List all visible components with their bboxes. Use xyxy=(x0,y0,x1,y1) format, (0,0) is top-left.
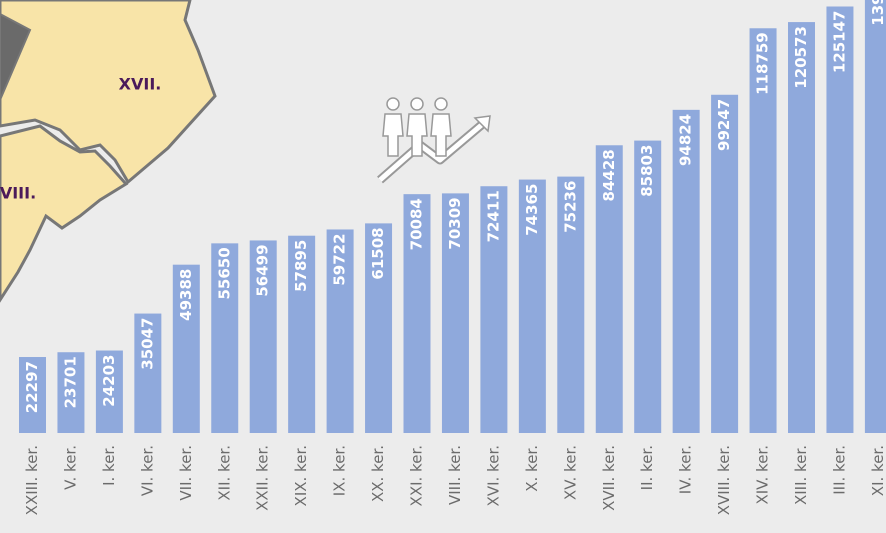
x-tick-label: VI. ker. xyxy=(138,445,156,496)
x-tick-label: I. ker. xyxy=(100,445,118,486)
x-tick-label: XIII. ker. xyxy=(792,445,810,505)
bar xyxy=(749,28,777,434)
bar xyxy=(672,109,700,433)
value-label: 72411 xyxy=(484,190,502,242)
value-label: 35047 xyxy=(138,318,156,370)
bar xyxy=(19,357,46,433)
bar xyxy=(788,22,815,433)
bar xyxy=(826,6,854,434)
bar xyxy=(365,223,393,433)
x-tick-label: V. ker. xyxy=(61,445,79,490)
x-tick-label: XVIII. ker. xyxy=(715,445,733,515)
bar xyxy=(518,179,546,433)
map: XVII. VIII. xyxy=(0,0,217,303)
value-label: 74365 xyxy=(523,184,541,236)
x-tick-label: XIX. ker. xyxy=(292,445,310,506)
x-tick-label: XIV. ker. xyxy=(754,445,772,505)
bar xyxy=(557,176,585,434)
map-label: XVII. xyxy=(119,75,162,94)
bar xyxy=(441,193,469,433)
map-region-dark xyxy=(0,12,32,101)
value-label: 139049 xyxy=(869,0,886,26)
x-tick-label: X. ker. xyxy=(523,445,541,492)
bar xyxy=(57,352,85,433)
x-tick-label: IV. ker. xyxy=(677,445,695,494)
bar xyxy=(403,194,431,433)
value-label: 118759 xyxy=(754,32,772,95)
x-tick-label: XII. ker. xyxy=(215,445,233,501)
value-label: 94824 xyxy=(677,114,695,166)
value-label: 24203 xyxy=(100,355,118,407)
value-label: 125147 xyxy=(830,10,848,73)
map-region xyxy=(0,0,217,185)
value-label: 55650 xyxy=(215,247,233,299)
value-label: 85803 xyxy=(638,145,656,197)
bar xyxy=(480,186,508,433)
value-label: 70309 xyxy=(446,197,464,249)
x-tick-label: XXIII. ker. xyxy=(23,445,41,515)
bar xyxy=(288,235,316,433)
value-label: 120573 xyxy=(792,26,810,89)
x-tick-label: II. ker. xyxy=(638,445,656,490)
x-tick-label: III. ker. xyxy=(830,445,848,495)
x-tick-label: XXII. ker. xyxy=(254,445,272,511)
x-tick-label: IX. ker. xyxy=(331,445,349,496)
value-label: 56499 xyxy=(254,244,272,296)
x-tick-label: XI. ker. xyxy=(869,445,886,496)
bar xyxy=(172,264,200,433)
x-tick-label: VIII. ker. xyxy=(446,445,464,505)
value-label: 70084 xyxy=(408,198,426,250)
bar xyxy=(95,350,123,433)
value-label: 22297 xyxy=(23,361,41,413)
bar xyxy=(634,140,662,433)
map-region xyxy=(0,124,129,303)
map-label: VIII. xyxy=(0,184,36,203)
bar xyxy=(711,94,739,433)
x-tick-label: XVII. ker. xyxy=(600,445,618,511)
value-label: 23701 xyxy=(61,356,79,408)
value-label: 61508 xyxy=(369,227,387,279)
value-label: 99247 xyxy=(715,99,733,151)
x-tick-label: XX. ker. xyxy=(369,445,387,502)
value-label: 84428 xyxy=(600,149,618,201)
bar xyxy=(134,313,162,433)
value-label: 59722 xyxy=(331,233,349,285)
x-tick-label: XXI. ker. xyxy=(408,445,426,506)
bar xyxy=(211,243,239,433)
x-tick-label: XVI. ker. xyxy=(484,445,502,506)
value-label: 57895 xyxy=(292,240,310,292)
growth-icon xyxy=(377,97,491,184)
value-label: 49388 xyxy=(177,269,195,321)
bar xyxy=(249,240,277,433)
x-tick-label: XV. ker. xyxy=(561,445,579,500)
bar xyxy=(326,229,354,433)
bar xyxy=(595,145,623,433)
x-tick-label: VII. ker. xyxy=(177,445,195,501)
bar xyxy=(864,0,886,434)
value-label: 75236 xyxy=(561,181,579,233)
